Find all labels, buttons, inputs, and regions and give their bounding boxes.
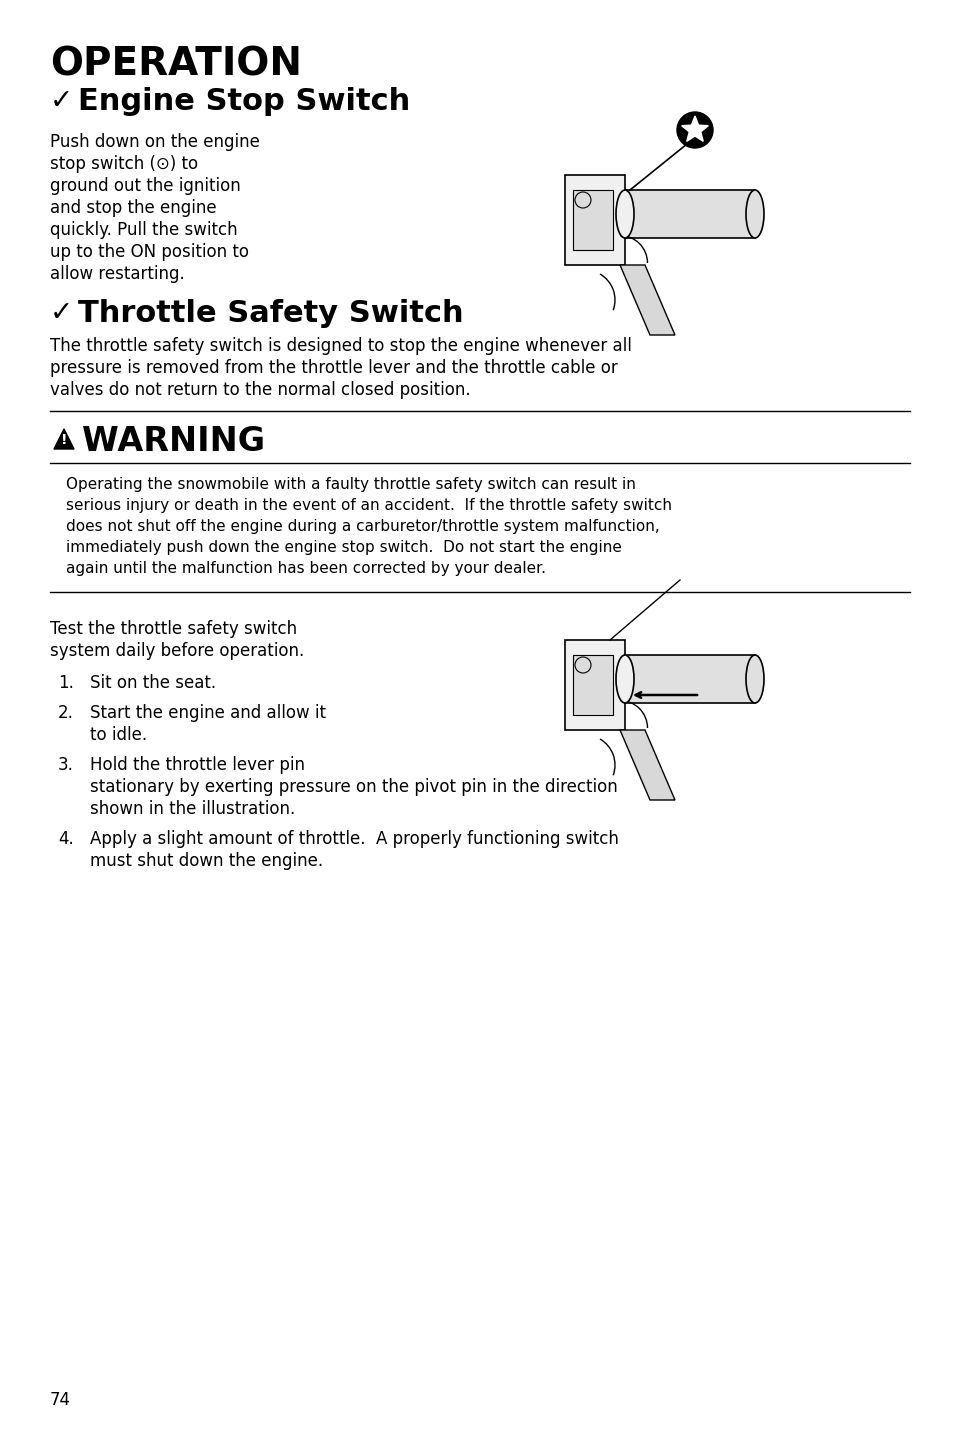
Text: 3.: 3.: [58, 756, 73, 774]
Text: Apply a slight amount of throttle.  A properly functioning switch: Apply a slight amount of throttle. A pro…: [90, 830, 618, 848]
Text: Operating the snowmobile with a faulty throttle safety switch can result in: Operating the snowmobile with a faulty t…: [66, 477, 636, 491]
Text: immediately push down the engine stop switch.  Do not start the engine: immediately push down the engine stop sw…: [66, 539, 621, 555]
Text: The throttle safety switch is designed to stop the engine whenever all: The throttle safety switch is designed t…: [50, 337, 631, 355]
Bar: [573, 190, 613, 250]
Text: WARNING: WARNING: [82, 425, 265, 458]
Text: up to the ON position to: up to the ON position to: [50, 243, 249, 262]
Bar: [564, 174, 624, 265]
Polygon shape: [619, 265, 675, 334]
Polygon shape: [54, 429, 74, 449]
Text: again until the malfunction has been corrected by your dealer.: again until the malfunction has been cor…: [66, 561, 545, 576]
Circle shape: [677, 112, 712, 148]
Text: ground out the ignition: ground out the ignition: [50, 177, 240, 195]
Text: and stop the engine: and stop the engine: [50, 199, 216, 217]
Text: stop switch (⊙) to: stop switch (⊙) to: [50, 156, 198, 173]
Text: system daily before operation.: system daily before operation.: [50, 643, 304, 660]
Polygon shape: [619, 730, 675, 800]
Ellipse shape: [616, 190, 634, 238]
Text: valves do not return to the normal closed position.: valves do not return to the normal close…: [50, 381, 470, 398]
Text: pressure is removed from the throttle lever and the throttle cable or: pressure is removed from the throttle le…: [50, 359, 618, 377]
Bar: [573, 654, 613, 715]
Text: 74: 74: [50, 1391, 71, 1409]
Text: 4.: 4.: [58, 830, 73, 848]
Text: Sit on the seat.: Sit on the seat.: [90, 675, 216, 692]
Bar: [624, 190, 754, 238]
Text: ✓: ✓: [50, 87, 73, 115]
Text: Hold the throttle lever pin: Hold the throttle lever pin: [90, 756, 305, 774]
Ellipse shape: [745, 190, 763, 238]
Text: must shut down the engine.: must shut down the engine.: [90, 852, 323, 869]
Text: Start the engine and allow it: Start the engine and allow it: [90, 704, 326, 723]
Text: quickly. Pull the switch: quickly. Pull the switch: [50, 221, 237, 238]
Text: Throttle Safety Switch: Throttle Safety Switch: [78, 300, 463, 329]
Text: to idle.: to idle.: [90, 726, 147, 744]
Text: shown in the illustration.: shown in the illustration.: [90, 800, 294, 819]
Text: allow restarting.: allow restarting.: [50, 265, 185, 284]
Bar: [624, 654, 754, 702]
Text: Test the throttle safety switch: Test the throttle safety switch: [50, 619, 296, 638]
Text: serious injury or death in the event of an accident.  If the throttle safety swi: serious injury or death in the event of …: [66, 499, 671, 513]
Ellipse shape: [745, 654, 763, 702]
Text: 1.: 1.: [58, 675, 73, 692]
Polygon shape: [681, 116, 707, 141]
Text: does not shut off the engine during a carburetor/throttle system malfunction,: does not shut off the engine during a ca…: [66, 519, 659, 534]
Text: Engine Stop Switch: Engine Stop Switch: [78, 87, 410, 116]
Text: ✓: ✓: [50, 300, 73, 327]
Text: OPERATION: OPERATION: [50, 45, 302, 83]
Text: !: !: [61, 433, 67, 446]
Bar: [564, 640, 624, 730]
Text: Push down on the engine: Push down on the engine: [50, 132, 259, 151]
Ellipse shape: [616, 654, 634, 702]
Text: 2.: 2.: [58, 704, 73, 723]
Text: stationary by exerting pressure on the pivot pin in the direction: stationary by exerting pressure on the p…: [90, 778, 618, 795]
